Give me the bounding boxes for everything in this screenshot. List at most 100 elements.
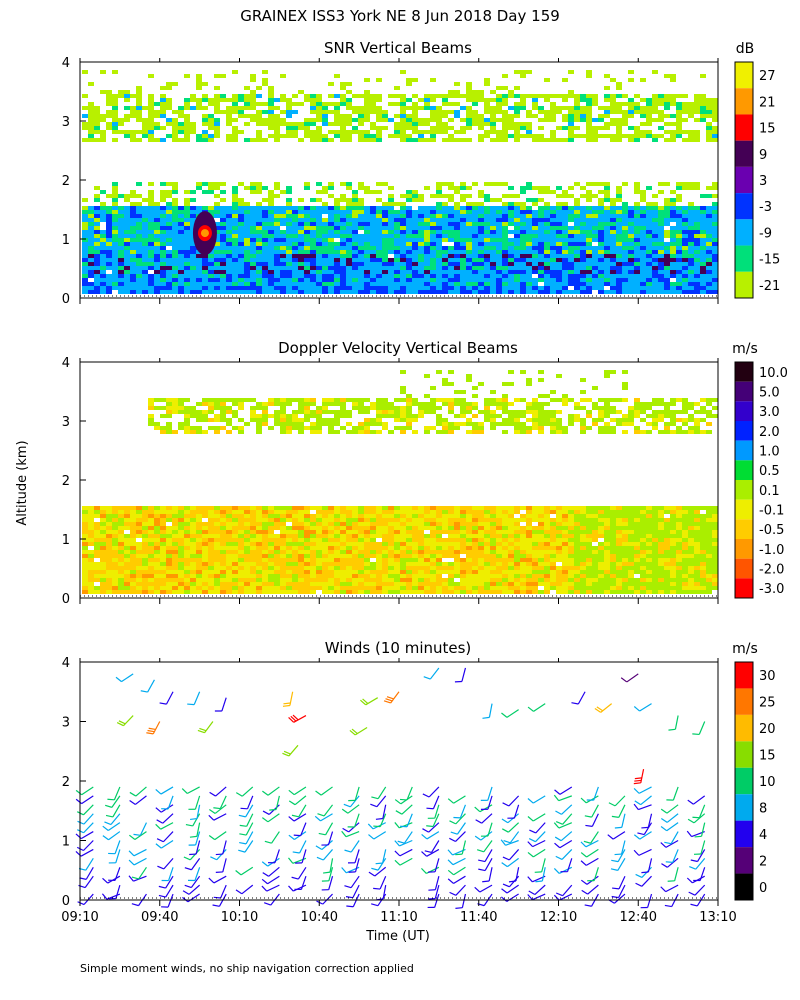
snr-cell bbox=[298, 270, 304, 274]
snr-cell bbox=[706, 262, 712, 266]
doppler-cell bbox=[382, 550, 388, 554]
snr-cell bbox=[406, 250, 412, 254]
snr-cell bbox=[142, 270, 148, 274]
doppler-cell bbox=[376, 574, 382, 578]
snr-cell bbox=[598, 218, 604, 222]
snr-cell bbox=[304, 98, 310, 102]
snr-cell bbox=[460, 138, 466, 142]
doppler-cell bbox=[250, 586, 256, 590]
snr-cell bbox=[328, 218, 334, 222]
doppler-cell bbox=[130, 570, 136, 574]
snr-cell bbox=[634, 262, 640, 266]
doppler-cell bbox=[82, 582, 88, 586]
doppler-cell bbox=[106, 578, 112, 582]
snr-cell bbox=[700, 254, 706, 258]
snr-cell bbox=[184, 114, 190, 118]
snr-cell bbox=[418, 226, 424, 230]
snr-cell bbox=[208, 138, 214, 142]
snr-cell bbox=[460, 242, 466, 246]
snr-cell bbox=[346, 98, 352, 102]
snr-cell bbox=[460, 194, 466, 198]
snr-cell bbox=[688, 278, 694, 282]
snr-cell bbox=[262, 210, 268, 214]
snr-cell bbox=[556, 126, 562, 130]
doppler-cell bbox=[232, 506, 238, 510]
snr-cell bbox=[694, 286, 700, 290]
snr-cell bbox=[256, 258, 262, 262]
snr-cell bbox=[124, 278, 130, 282]
snr-cell bbox=[568, 210, 574, 214]
doppler-cell bbox=[202, 558, 208, 562]
doppler-cell bbox=[280, 522, 286, 526]
snr-cell bbox=[232, 106, 238, 110]
snr-cell bbox=[280, 98, 286, 102]
doppler-cell bbox=[352, 554, 358, 558]
doppler-cell bbox=[190, 586, 196, 590]
snr-cell bbox=[574, 102, 580, 106]
doppler-cell bbox=[172, 514, 178, 518]
doppler-cell bbox=[388, 546, 394, 550]
snr-cell bbox=[256, 214, 262, 218]
doppler-cell bbox=[238, 574, 244, 578]
snr-cell bbox=[196, 98, 202, 102]
snr-cell bbox=[346, 230, 352, 234]
snr-cell bbox=[532, 234, 538, 238]
snr-cell bbox=[502, 242, 508, 246]
doppler-cell bbox=[196, 538, 202, 542]
snr-cell bbox=[382, 262, 388, 266]
doppler-cell bbox=[202, 510, 208, 514]
snr-cell bbox=[322, 278, 328, 282]
snr-cell bbox=[316, 190, 322, 194]
snr-cell bbox=[154, 114, 160, 118]
doppler-cell bbox=[178, 570, 184, 574]
snr-cell bbox=[670, 254, 676, 258]
doppler-cell bbox=[208, 550, 214, 554]
snr-cell bbox=[304, 254, 310, 258]
snr-cell bbox=[436, 230, 442, 234]
snr-cell bbox=[628, 126, 634, 130]
snr-cell bbox=[334, 222, 340, 226]
snr-cell bbox=[304, 122, 310, 126]
snr-cell bbox=[136, 118, 142, 122]
snr-cell bbox=[484, 286, 490, 290]
snr-cell bbox=[280, 206, 286, 210]
snr-cell bbox=[478, 286, 484, 290]
snr-cell bbox=[262, 246, 268, 250]
doppler-cell bbox=[304, 578, 310, 582]
snr-cell bbox=[586, 218, 592, 222]
doppler-cell bbox=[118, 542, 124, 546]
doppler-cell bbox=[208, 530, 214, 534]
snr-cell bbox=[346, 218, 352, 222]
snr-cell bbox=[400, 222, 406, 226]
snr-cell bbox=[694, 214, 700, 218]
snr-cell bbox=[226, 110, 232, 114]
snr-cell bbox=[472, 282, 478, 286]
snr-cell bbox=[166, 258, 172, 262]
snr-cell bbox=[526, 114, 532, 118]
snr-cell bbox=[610, 274, 616, 278]
doppler-cell bbox=[388, 522, 394, 526]
snr-cell bbox=[112, 210, 118, 214]
snr-cell bbox=[124, 118, 130, 122]
snr-cell bbox=[640, 206, 646, 210]
snr-cell bbox=[310, 258, 316, 262]
snr-units: dB bbox=[736, 41, 755, 57]
snr-cell bbox=[610, 250, 616, 254]
snr-cell bbox=[568, 186, 574, 190]
snr-cell bbox=[562, 78, 568, 82]
snr-cell bbox=[394, 270, 400, 274]
snr-cell bbox=[586, 94, 592, 98]
snr-cell bbox=[382, 114, 388, 118]
snr-cell bbox=[634, 258, 640, 262]
snr-cell bbox=[598, 214, 604, 218]
snr-cell bbox=[172, 210, 178, 214]
snr-cell bbox=[418, 130, 424, 134]
doppler-cell bbox=[340, 406, 346, 410]
snr-cell bbox=[220, 278, 226, 282]
snr-cell bbox=[292, 274, 298, 278]
snr-cell bbox=[430, 290, 436, 294]
snr-cell bbox=[238, 182, 244, 186]
snr-cell bbox=[196, 138, 202, 142]
snr-cell bbox=[244, 102, 250, 106]
snr-cell bbox=[328, 210, 334, 214]
